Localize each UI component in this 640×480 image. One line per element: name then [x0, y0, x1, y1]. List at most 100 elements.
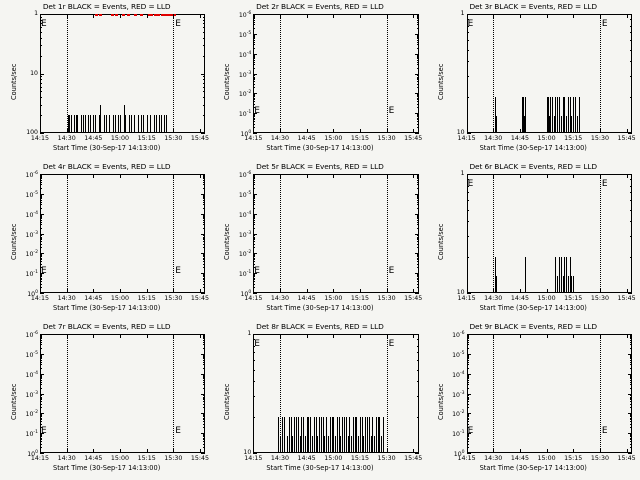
x-tick-mark [573, 449, 575, 453]
event-bar [345, 417, 347, 453]
y-tick-label: 10-5 [238, 30, 252, 39]
dotted-vline-0 [66, 174, 68, 293]
y-minor-tick [203, 274, 206, 276]
x-tick-mark [146, 129, 148, 133]
event-marker-right: E [388, 339, 395, 349]
event-bar [150, 115, 152, 133]
y-tick-mark-right [201, 193, 206, 195]
x-tick-label: 14:30 [57, 295, 76, 302]
y-minor-tick [253, 236, 256, 238]
y-minor-tick [629, 407, 632, 409]
x-tick-mark [119, 449, 121, 453]
y-tick-mark-right [414, 334, 419, 335]
y-minor-tick [203, 224, 206, 226]
y-minor-tick [416, 56, 419, 58]
y-minor-tick [416, 255, 419, 257]
y-tick-mark [40, 293, 44, 294]
x-tick-mark [146, 449, 148, 453]
event-bar [310, 417, 312, 453]
y-minor-tick [253, 194, 256, 196]
y-minor-tick [466, 416, 469, 418]
x-tick-mark [466, 129, 468, 133]
panel-title: Det 7r BLACK = Events, RED = LLD [42, 322, 171, 331]
y-minor-tick [203, 201, 206, 203]
y-minor-tick [629, 394, 632, 396]
y-minor-tick [203, 207, 206, 209]
y-minor-tick [40, 399, 42, 401]
y-minor-tick [253, 81, 256, 83]
event-bar [524, 115, 526, 133]
x-tick-label: 14:45 [84, 455, 103, 462]
y-axis-label-text: Counts/sec [436, 383, 445, 420]
event-bar [292, 435, 294, 453]
y-minor-tick [466, 32, 469, 34]
y-minor-tick [466, 335, 469, 337]
y-tick-mark [466, 133, 471, 134]
y-minor-tick [203, 247, 206, 249]
x-tick-label: 14:30 [484, 295, 503, 302]
x-tick-mark-top [413, 334, 415, 338]
y-minor-tick [203, 194, 206, 196]
y-minor-tick [203, 256, 206, 258]
y-minor-tick [253, 116, 256, 118]
y-minor-tick [40, 341, 42, 343]
y-minor-tick [416, 227, 419, 229]
x-tick-label: 15:30 [164, 455, 183, 462]
y-minor-tick [416, 247, 419, 249]
y-tick-mark-right [414, 273, 419, 275]
y-minor-tick [466, 339, 469, 341]
y-minor-tick [466, 236, 469, 238]
y-minor-tick [416, 74, 419, 76]
y-minor-tick [203, 443, 206, 445]
x-tick-label: 15:15 [137, 455, 156, 462]
y-minor-tick [253, 184, 256, 186]
x-tick-mark [93, 449, 95, 453]
plot-panel-8: Det 8r BLACK = Events, RED = LLD Counts/s… [213, 320, 426, 480]
y-minor-tick [203, 276, 206, 278]
event-bar [557, 97, 559, 133]
event-bar [112, 115, 114, 133]
event-bar [571, 115, 573, 133]
y-minor-tick [203, 227, 206, 229]
y-minor-tick [416, 174, 419, 176]
x-tick-mark-top [546, 14, 548, 18]
y-minor-tick [466, 344, 469, 346]
event-bar [69, 115, 71, 133]
y-minor-tick [203, 27, 206, 29]
x-tick-mark-top [173, 174, 175, 178]
x-tick-mark-top [279, 174, 281, 178]
y-minor-tick [40, 235, 42, 237]
y-tick-mark [466, 453, 471, 454]
x-tick-mark [66, 449, 68, 453]
y-minor-tick [629, 40, 632, 42]
y-minor-tick [416, 121, 419, 123]
x-tick-label: 15:45 [404, 135, 423, 142]
y-minor-tick [416, 77, 419, 79]
y-tick-mark [253, 213, 258, 215]
y-minor-tick [466, 399, 469, 401]
y-minor-tick [416, 263, 419, 265]
event-bar [295, 417, 297, 453]
y-tick-label: 10-5 [25, 350, 38, 359]
x-tick-label: 14:15 [457, 135, 476, 142]
y-minor-tick [629, 441, 632, 443]
y-tick-label: 10-6 [452, 331, 465, 340]
y-minor-tick [40, 274, 42, 276]
x-axis-title: Start Time (30-Sep-17 14:13:00) [266, 144, 374, 152]
event-bar [303, 417, 305, 453]
plot-panel-7: Det 7r BLACK = Events, RED = LLD Counts/s… [0, 320, 213, 480]
event-bar [549, 115, 551, 133]
y-minor-tick [466, 40, 469, 42]
y-minor-tick [629, 354, 632, 356]
y-minor-tick [466, 200, 469, 202]
y-minor-tick [203, 335, 206, 337]
y-minor-tick [629, 335, 632, 337]
x-tick-label: 15:00 [110, 135, 130, 142]
y-minor-tick [253, 396, 256, 398]
y-tick-label: 10-2 [238, 250, 252, 259]
y-minor-tick [416, 103, 419, 105]
y-minor-tick [416, 44, 419, 46]
y-tick-label: 10-5 [238, 190, 252, 199]
y-minor-tick [40, 256, 42, 258]
